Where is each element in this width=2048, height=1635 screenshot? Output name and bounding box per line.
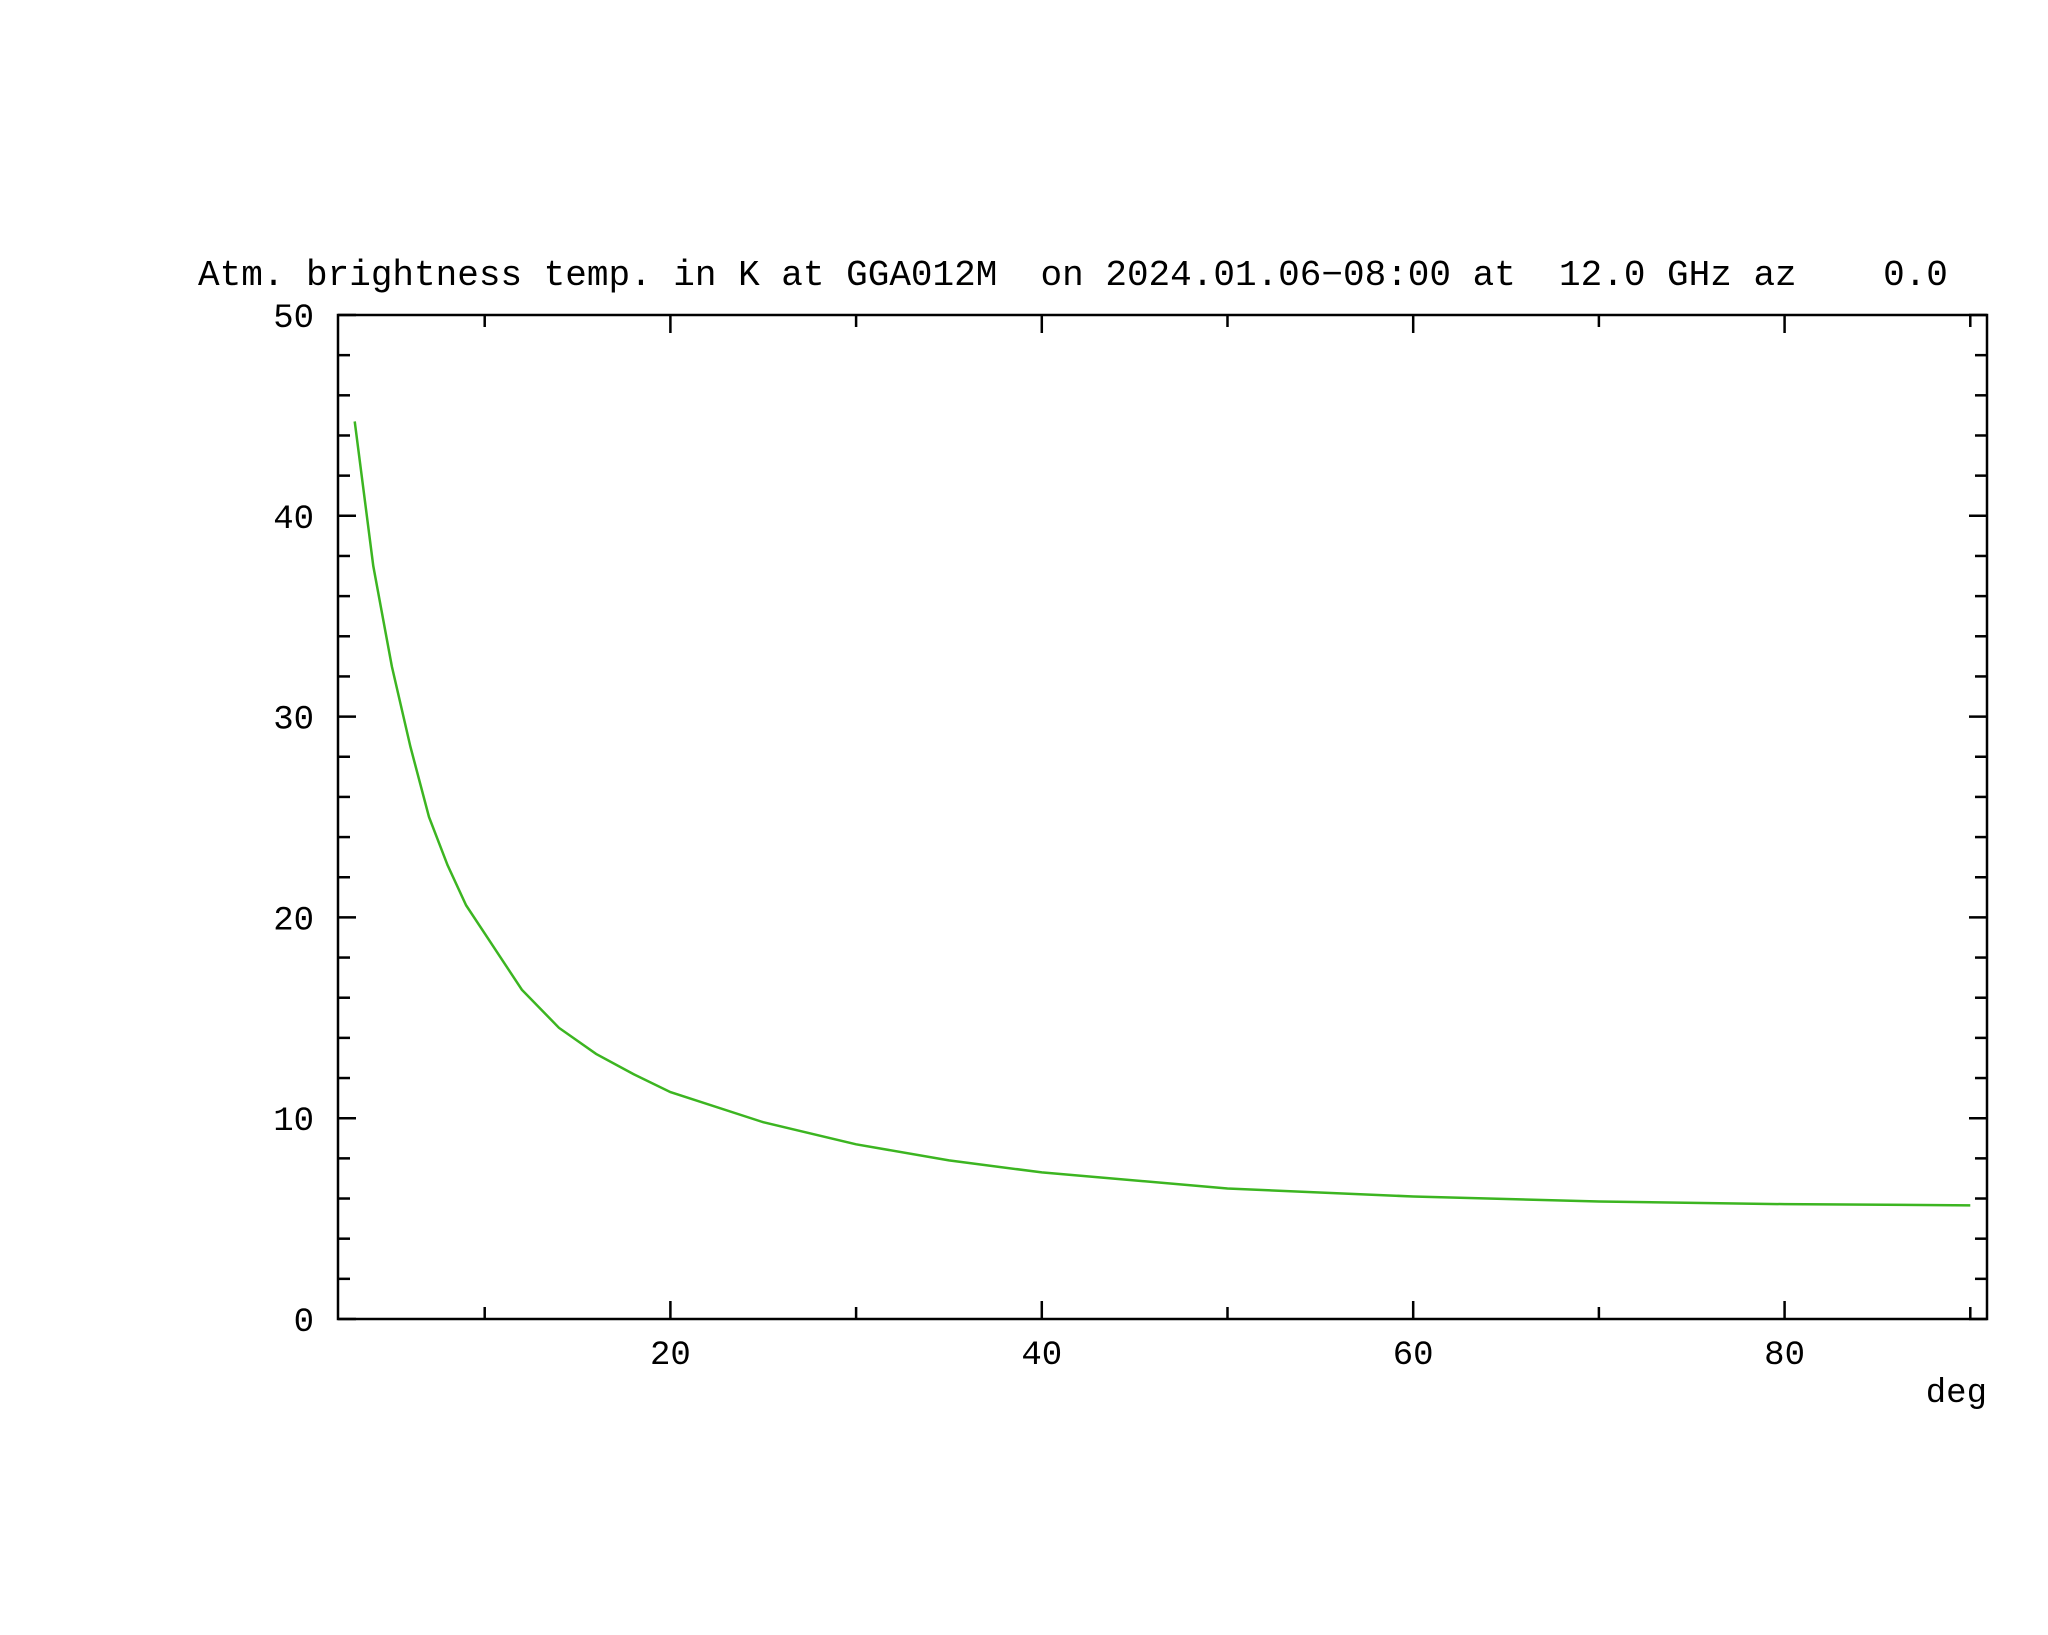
y-tick-label: 40: [273, 501, 314, 539]
y-tick-label: 50: [273, 300, 314, 338]
x-tick-label: 80: [1764, 1337, 1805, 1375]
y-tick-label: 30: [273, 702, 314, 740]
x-tick-label: 60: [1393, 1337, 1434, 1375]
x-tick-label: 20: [650, 1337, 691, 1375]
x-axis-label: deg: [1926, 1375, 1987, 1413]
plot-frame: [336, 313, 1989, 1321]
x-tick-label: 40: [1021, 1337, 1062, 1375]
chart-title: Atm. brightness temp. in K at GGA012M on…: [198, 255, 1948, 296]
y-tick-label: 0: [294, 1304, 314, 1342]
y-tick-label: 20: [273, 902, 314, 940]
data-line: [353, 421, 1971, 1207]
y-tick-label: 10: [273, 1103, 314, 1141]
